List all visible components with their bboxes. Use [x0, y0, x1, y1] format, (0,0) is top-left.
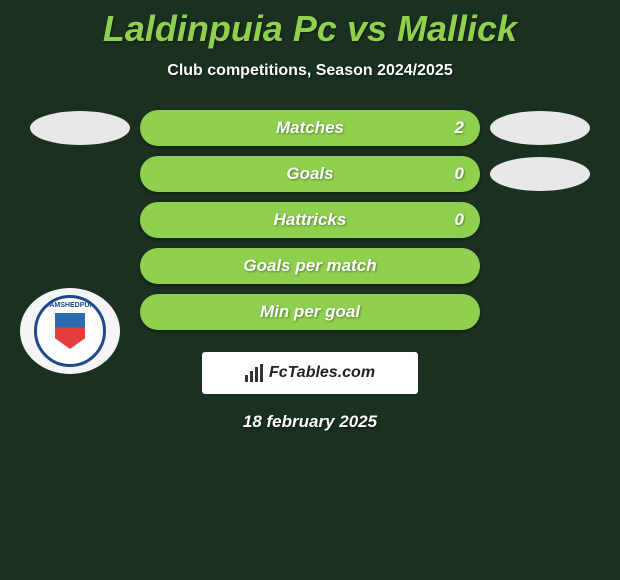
club-badge-inner: JAMSHEDPUR: [34, 295, 106, 367]
spacer: [30, 249, 130, 283]
stat-label: Hattricks: [274, 210, 347, 230]
date-text: 18 february 2025: [0, 412, 620, 432]
stat-label: Min per goal: [260, 302, 360, 322]
stat-row: Goals 0: [30, 156, 590, 192]
stats-container: JAMSHEDPUR Matches2Goals0Hattricks0Goals…: [0, 110, 620, 432]
stat-row: Goals per match: [30, 248, 590, 284]
brand-text: FcTables.com: [269, 364, 375, 382]
stat-row: Matches 2: [30, 110, 590, 146]
stat-row: Hattricks 0: [30, 202, 590, 238]
spacer: [490, 249, 590, 283]
stat-pill: Min per goal: [140, 294, 480, 330]
stat-value: 0: [455, 164, 464, 184]
spacer: [30, 203, 130, 237]
stat-value: 0: [455, 210, 464, 230]
stat-pill: Hattricks 0: [140, 202, 480, 238]
page-subtitle: Club competitions, Season 2024/2025: [0, 62, 620, 80]
stat-label: Goals per match: [243, 256, 376, 276]
player-badge-right: [490, 157, 590, 191]
player-badge-left: [30, 111, 130, 145]
player-badge-right: [490, 111, 590, 145]
club-badge-name: JAMSHEDPUR: [37, 302, 103, 309]
spacer: [30, 157, 130, 191]
stat-label: Goals: [286, 164, 333, 184]
spacer: [490, 203, 590, 237]
shield-icon: [55, 313, 85, 349]
stat-label: Matches: [276, 118, 344, 138]
bar-chart-icon: [245, 364, 263, 382]
stat-pill: Matches 2: [140, 110, 480, 146]
stat-value: 2: [455, 118, 464, 138]
page-title: Laldinpuia Pc vs Mallick: [0, 0, 620, 50]
brand-box[interactable]: FcTables.com: [202, 352, 418, 394]
stat-pill: Goals per match: [140, 248, 480, 284]
stat-pill: Goals 0: [140, 156, 480, 192]
club-badge-left: JAMSHEDPUR: [20, 288, 120, 374]
spacer: [490, 295, 590, 329]
